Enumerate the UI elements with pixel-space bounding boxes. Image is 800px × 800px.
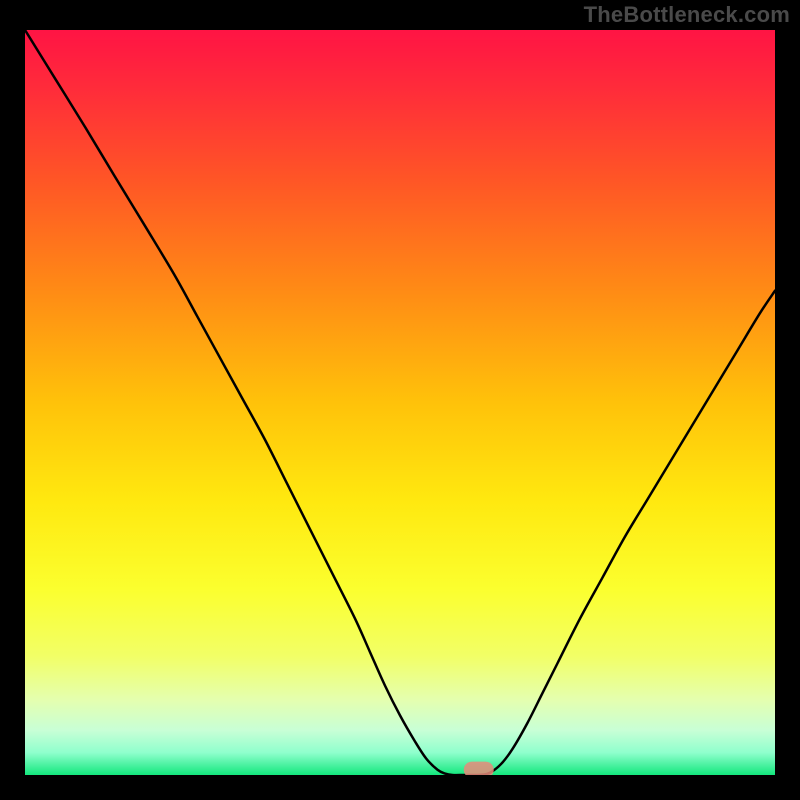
watermark-text: TheBottleneck.com	[584, 2, 790, 28]
plot-area	[25, 30, 775, 775]
chart-frame: TheBottleneck.com	[0, 0, 800, 800]
optimum-marker	[464, 762, 494, 775]
chart-svg	[25, 30, 775, 775]
chart-background	[25, 30, 775, 775]
